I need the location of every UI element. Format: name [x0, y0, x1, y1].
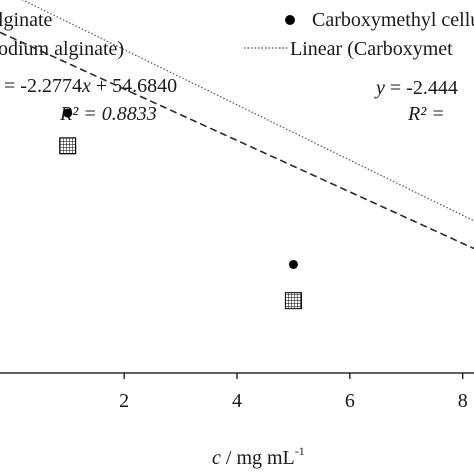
x-tick-label: 6 — [345, 390, 355, 412]
legend: lginate odium alginate) Carboxymethyl ce… — [0, 9, 474, 60]
trendline-sodium-alginate — [0, 31, 474, 250]
equation-alginate-text: = -2.2774x + 54.6840 — [4, 75, 177, 97]
equation-alginate-r2: R² = 0.8833 — [59, 103, 157, 125]
plot-area — [0, 0, 474, 310]
equation-alginate-var: x — [81, 75, 91, 97]
x-axis-ticks: 2 4 6 8 — [119, 373, 468, 412]
equation-carboxymethyl: y = -2.444 R² = — [374, 77, 458, 125]
x-axis: 2 4 6 8 c / mg mL-1 — [0, 372, 474, 469]
data-point-alginate — [59, 137, 77, 155]
x-axis-label: c / mg mL-1 — [212, 444, 305, 469]
equation-carboxymethyl-prefix: = -2.444 — [385, 77, 458, 99]
equation-alginate: = -2.2774x + 54.6840 R² = 0.8833 — [4, 75, 177, 125]
data-point-alginate — [284, 292, 302, 310]
equation-carboxymethyl-text: y = -2.444 — [374, 77, 458, 99]
equation-alginate-suffix: + 54.6840 — [91, 75, 177, 97]
data-point-carboxymethyl — [63, 108, 73, 118]
x-tick-label: 2 — [119, 390, 129, 412]
x-tick-label: 8 — [458, 390, 468, 412]
x-axis-label-italic: c — [212, 447, 221, 469]
equation-alginate-prefix: = -2.2774 — [4, 75, 82, 97]
legend-label-alginate: lginate — [0, 9, 53, 31]
x-tick-label: 4 — [232, 390, 242, 412]
data-point-carboxymethyl — [288, 259, 298, 269]
legend-marker-carboxymethyl — [285, 15, 295, 25]
equation-carboxymethyl-r2: R² = — [407, 103, 445, 125]
trendline-carboxymethyl — [21, 0, 474, 222]
legend-label-carboxymethyl-linear: Linear (Carboxymet — [290, 38, 453, 60]
legend-label-carboxymethyl: Carboxymethyl cellu — [312, 9, 474, 31]
x-axis-label-text: / mg mL — [221, 447, 295, 469]
legend-label-sodium-alginate-linear: odium alginate) — [0, 38, 124, 60]
equation-carboxymethyl-y: y — [374, 77, 385, 99]
x-axis-label-superscript: -1 — [295, 444, 305, 458]
